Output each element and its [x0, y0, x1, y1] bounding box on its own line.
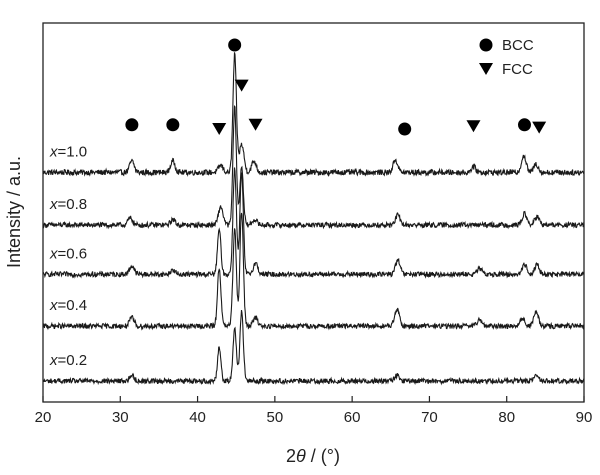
legend: BCC FCC — [479, 37, 534, 78]
bcc-marker — [398, 122, 412, 136]
series-labels: x=1.0 x=0.8 x=0.6 x=0.4 x=0.2 — [49, 143, 87, 369]
legend-label: FCC — [502, 61, 533, 78]
plot-frame — [42, 22, 585, 403]
bcc-marker — [479, 38, 493, 52]
x-tick-label: 40 — [189, 409, 206, 426]
bcc-marker — [228, 38, 242, 52]
fcc-marker — [479, 63, 493, 75]
series-label: x=0.4 — [49, 297, 87, 314]
phase-markers — [125, 38, 547, 136]
x-tick-label: 20 — [35, 409, 52, 426]
fcc-marker — [466, 120, 481, 133]
fcc-marker — [248, 118, 263, 131]
x-tick-label: 30 — [112, 409, 129, 426]
fcc-marker — [212, 123, 227, 135]
y-axis-label: Intensity / a.u. — [4, 156, 24, 268]
x-tick-label: 50 — [267, 409, 284, 426]
series-label: x=1.0 — [49, 143, 87, 160]
x-axis-ticks: 20 30 40 50 60 70 80 90 — [35, 396, 593, 426]
xrd-trace — [42, 310, 585, 386]
legend-label: BCC — [502, 37, 534, 54]
series-label: x=0.8 — [49, 196, 87, 213]
xrd-trace — [42, 212, 585, 331]
fcc-marker — [532, 121, 547, 134]
series-label: x=0.6 — [49, 245, 87, 262]
xrd-trace — [42, 52, 585, 177]
x-tick-label: 70 — [421, 409, 438, 426]
x-tick-label: 80 — [498, 409, 515, 426]
bcc-marker — [517, 118, 531, 132]
xrd-traces — [42, 52, 585, 386]
bcc-marker — [125, 118, 139, 132]
xrd-trace — [42, 167, 584, 279]
xrd-trace — [42, 105, 585, 230]
bcc-marker — [166, 118, 180, 132]
series-label: x=0.2 — [49, 352, 87, 369]
x-axis-label: 2θ / (°) — [286, 446, 340, 466]
fcc-marker — [234, 79, 249, 92]
x-tick-label: 90 — [576, 409, 593, 426]
x-tick-label: 60 — [344, 409, 361, 426]
